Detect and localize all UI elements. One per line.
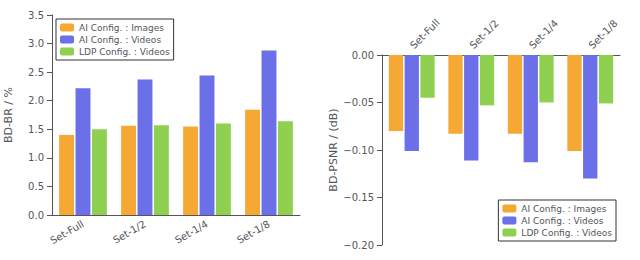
svg-text:0.5: 0.5 [28, 181, 44, 192]
svg-text:AI Config. : Images: AI Config. : Images [521, 204, 606, 214]
svg-text:3.0: 3.0 [28, 38, 44, 49]
svg-text:Set-1/8: Set-1/8 [235, 218, 272, 246]
svg-text:1.0: 1.0 [28, 152, 44, 163]
svg-text:Set-1/2: Set-1/2 [467, 18, 500, 51]
svg-text:LDP Config. : Videos: LDP Config. : Videos [521, 228, 612, 238]
svg-text:2.0: 2.0 [28, 95, 44, 106]
svg-text:0.0: 0.0 [28, 210, 44, 221]
svg-text:Set-1/2: Set-1/2 [111, 218, 148, 246]
svg-text:Set-1/4: Set-1/4 [173, 218, 210, 246]
svg-text:1.5: 1.5 [28, 124, 44, 135]
svg-text:LDP Config. : Videos: LDP Config. : Videos [79, 47, 170, 57]
svg-text:Set-Full: Set-Full [408, 17, 442, 51]
svg-text:3.5: 3.5 [28, 10, 44, 21]
svg-text:Set-Full: Set-Full [48, 218, 86, 246]
svg-text:−0.05: −0.05 [343, 97, 374, 108]
svg-text:AI Config. : Images: AI Config. : Images [79, 23, 164, 33]
svg-text:BD-BR / %: BD-BR / % [2, 87, 15, 143]
svg-text:0.00: 0.00 [352, 50, 374, 61]
svg-text:BD-PSNR / (dB): BD-PSNR / (dB) [327, 108, 340, 191]
svg-text:Set-1/8: Set-1/8 [586, 18, 619, 51]
svg-text:2.5: 2.5 [28, 67, 44, 78]
svg-text:AI Config. : Videos: AI Config. : Videos [521, 216, 603, 226]
svg-text:Set-1/4: Set-1/4 [527, 18, 560, 51]
svg-text:−0.15: −0.15 [343, 192, 374, 203]
svg-text:AI Config. : Videos: AI Config. : Videos [79, 35, 161, 45]
svg-text:−0.10: −0.10 [343, 145, 374, 156]
svg-text:−0.20: −0.20 [343, 240, 374, 251]
